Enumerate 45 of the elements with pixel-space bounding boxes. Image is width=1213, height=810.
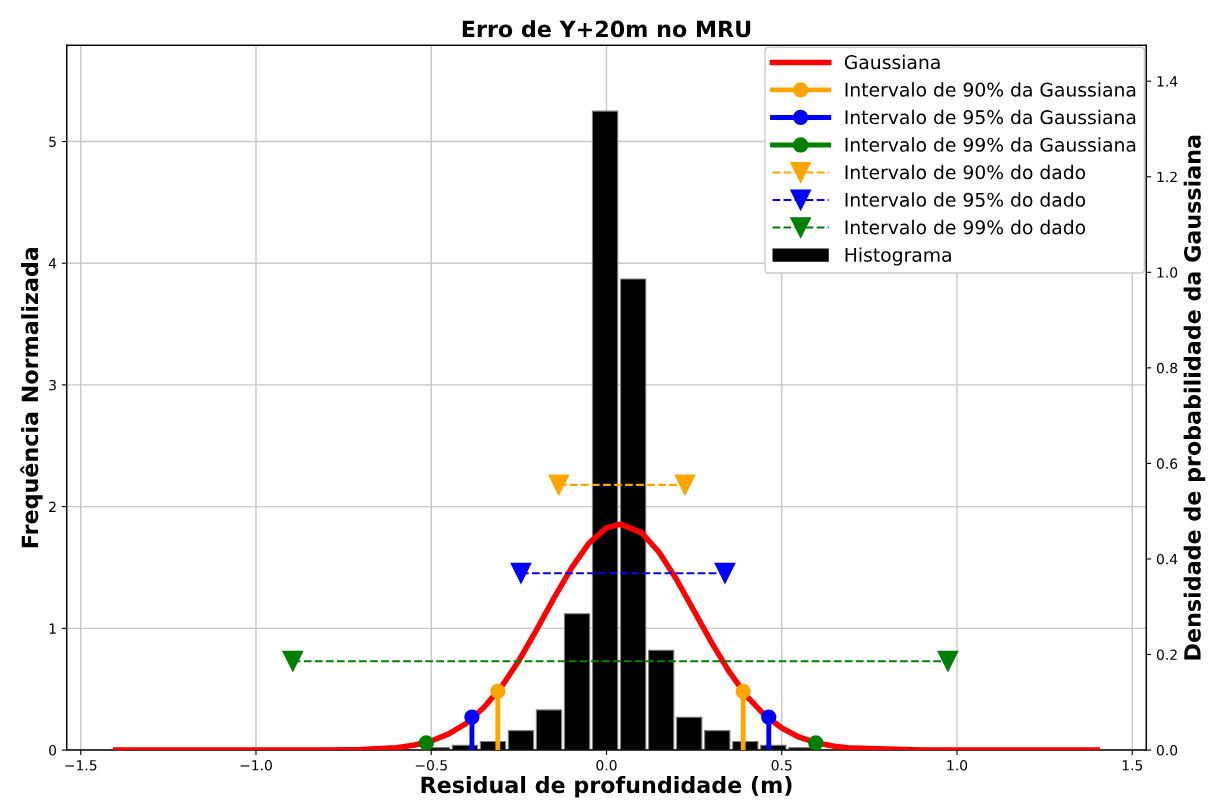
legend-label: Intervalo de 95% da Gaussiana xyxy=(845,109,1136,125)
y2-tick-label: 1.2 xyxy=(1157,171,1177,183)
x-tick-label: 0.5 xyxy=(771,760,792,771)
y2-tick-label: 0.0 xyxy=(1156,745,1178,756)
x-tick-label: −0.5 xyxy=(415,760,447,771)
point xyxy=(418,735,434,751)
point xyxy=(937,650,959,672)
point xyxy=(464,709,480,725)
legend-label: Intervalo de 99% da Gaussiana xyxy=(845,137,1136,152)
y2-tick-label: 0.6 xyxy=(1156,458,1178,469)
point xyxy=(282,650,304,672)
y-tick-label: 3 xyxy=(49,379,56,391)
point xyxy=(548,474,570,496)
x-tick-label: 1.5 xyxy=(1122,760,1143,771)
x-tick-label: −1.5 xyxy=(65,760,97,771)
point xyxy=(735,683,751,699)
legend-label: Intervalo de 90% do dado xyxy=(845,164,1086,180)
x-tick-label: −1.0 xyxy=(240,760,272,771)
point xyxy=(674,474,696,496)
y2-tick-label: 0.8 xyxy=(1156,362,1178,374)
legend-label: Histograma xyxy=(845,247,951,266)
legend-label: Intervalo de 99% do dado xyxy=(845,219,1086,235)
chart-title: Erro de Y+20m no MRU xyxy=(462,20,751,38)
x-tick-label: 1.0 xyxy=(947,760,968,771)
x-tick-label: 0.0 xyxy=(596,760,617,771)
legend-label: Intervalo de 95% do dado xyxy=(845,192,1086,207)
legend-label: Gaussiana xyxy=(844,54,940,70)
point xyxy=(510,562,532,584)
y-tick-label: 4 xyxy=(48,258,57,269)
legend-label: Intervalo de 90% da Gaussiana xyxy=(845,82,1136,97)
y2-tick-label: 1.0 xyxy=(1157,267,1178,278)
y-tick-label: 2 xyxy=(49,501,56,512)
point xyxy=(808,735,824,751)
y2-tick-label: 1.4 xyxy=(1157,76,1178,87)
y-tick-label: 0 xyxy=(49,745,57,756)
point xyxy=(490,683,506,699)
y-tick-label: 1 xyxy=(49,623,56,634)
y-tick-label: 5 xyxy=(49,136,56,147)
x-axis-title: Residual de profundidade (m) xyxy=(421,776,792,798)
y2-tick-label: 0.4 xyxy=(1156,553,1178,565)
point xyxy=(714,562,736,584)
y2-axis-title: Densidade de probabilidade da Gaussiana xyxy=(1183,135,1206,660)
point xyxy=(761,709,777,725)
y-axis-title: Frequência Normalizada xyxy=(20,247,43,548)
y2-tick-label: 0.2 xyxy=(1156,649,1177,660)
